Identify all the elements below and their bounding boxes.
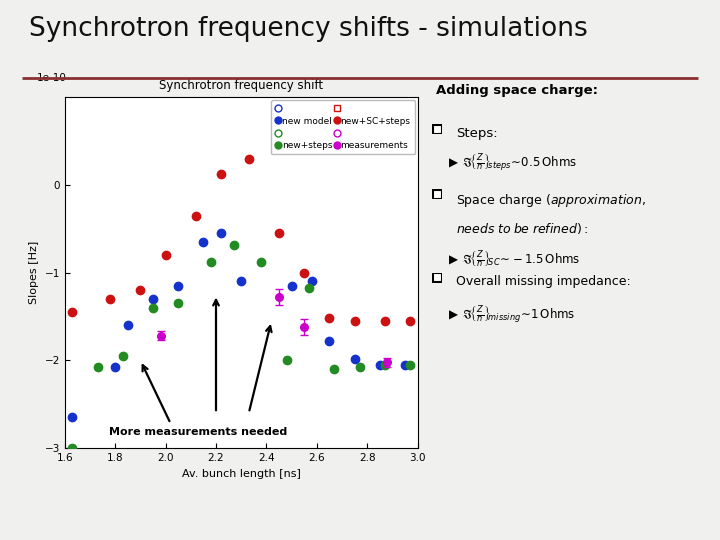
Point [243,154,255,163]
Text: Overall missing impedance:: Overall missing impedance: [456,275,631,288]
Point [405,316,416,325]
Point [228,240,239,249]
Point [374,361,386,369]
Legend:   , new model,   , new+steps,   , new+SC+steps,   , measurements: , new model, , new+steps, , new+SC+steps… [271,100,415,154]
Point [91,363,103,372]
Point [190,211,202,220]
Point [104,295,116,303]
Point [109,363,121,372]
Text: $\blacktriangleright\;\mathfrak{I}\!\left\{\frac{Z}{n}\right\}_{\!\!missing}\!\s: $\blacktriangleright\;\mathfrak{I}\!\lef… [446,305,576,326]
Point [274,229,285,238]
Point [323,314,335,322]
Point [117,352,128,360]
Text: $\blacktriangleright\;\mathfrak{I}\!\left\{\frac{Z}{n}\right\}_{\!\!SC}\!\sim\!-: $\blacktriangleright\;\mathfrak{I}\!\lef… [446,250,581,270]
Text: More measurements needed: More measurements needed [109,427,287,437]
Point [303,284,315,293]
Point [328,365,340,374]
Point [147,295,158,303]
Point [354,363,365,372]
Point [215,170,227,179]
Text: $\mathit{needs\;to\;be\;refined):}$: $\mathit{needs\;to\;be\;refined):}$ [456,221,588,237]
Point [348,316,360,325]
Y-axis label: Slopes [Hz]: Slopes [Hz] [29,241,39,305]
Point [323,337,335,346]
Point [197,238,209,246]
Point [122,321,134,329]
Point [172,299,184,308]
Point [66,444,78,453]
Point [172,281,184,290]
Point [405,361,416,369]
Text: $\blacktriangleright\;\mathfrak{I}\!\left\{\frac{Z}{n}\right\}_{\!\!steps}\!\sim: $\blacktriangleright\;\mathfrak{I}\!\lef… [446,153,577,174]
Point [66,413,78,422]
Point [256,258,267,266]
Point [286,281,297,290]
Point [379,316,390,325]
Point [348,354,360,363]
Point [205,258,217,266]
Text: Synchrotron frequency shifts - simulations: Synchrotron frequency shifts - simulatio… [29,16,588,42]
Text: 1e-10: 1e-10 [37,73,66,83]
Point [160,251,171,259]
Point [281,356,292,365]
Title: Synchrotron frequency shift: Synchrotron frequency shift [159,79,323,92]
Text: Space charge $\mathit{(approximation,}$: Space charge $\mathit{(approximation,}$ [456,192,646,208]
Point [399,361,410,369]
X-axis label: Av. bunch length [ns]: Av. bunch length [ns] [181,469,301,478]
Point [235,277,247,286]
Point [306,277,318,286]
Text: Steps:: Steps: [456,127,498,140]
Point [66,308,78,316]
Text: Adding space charge:: Adding space charge: [436,84,598,97]
Point [215,229,227,238]
Point [147,303,158,312]
Point [135,286,146,295]
Point [298,268,310,277]
Point [379,361,390,369]
